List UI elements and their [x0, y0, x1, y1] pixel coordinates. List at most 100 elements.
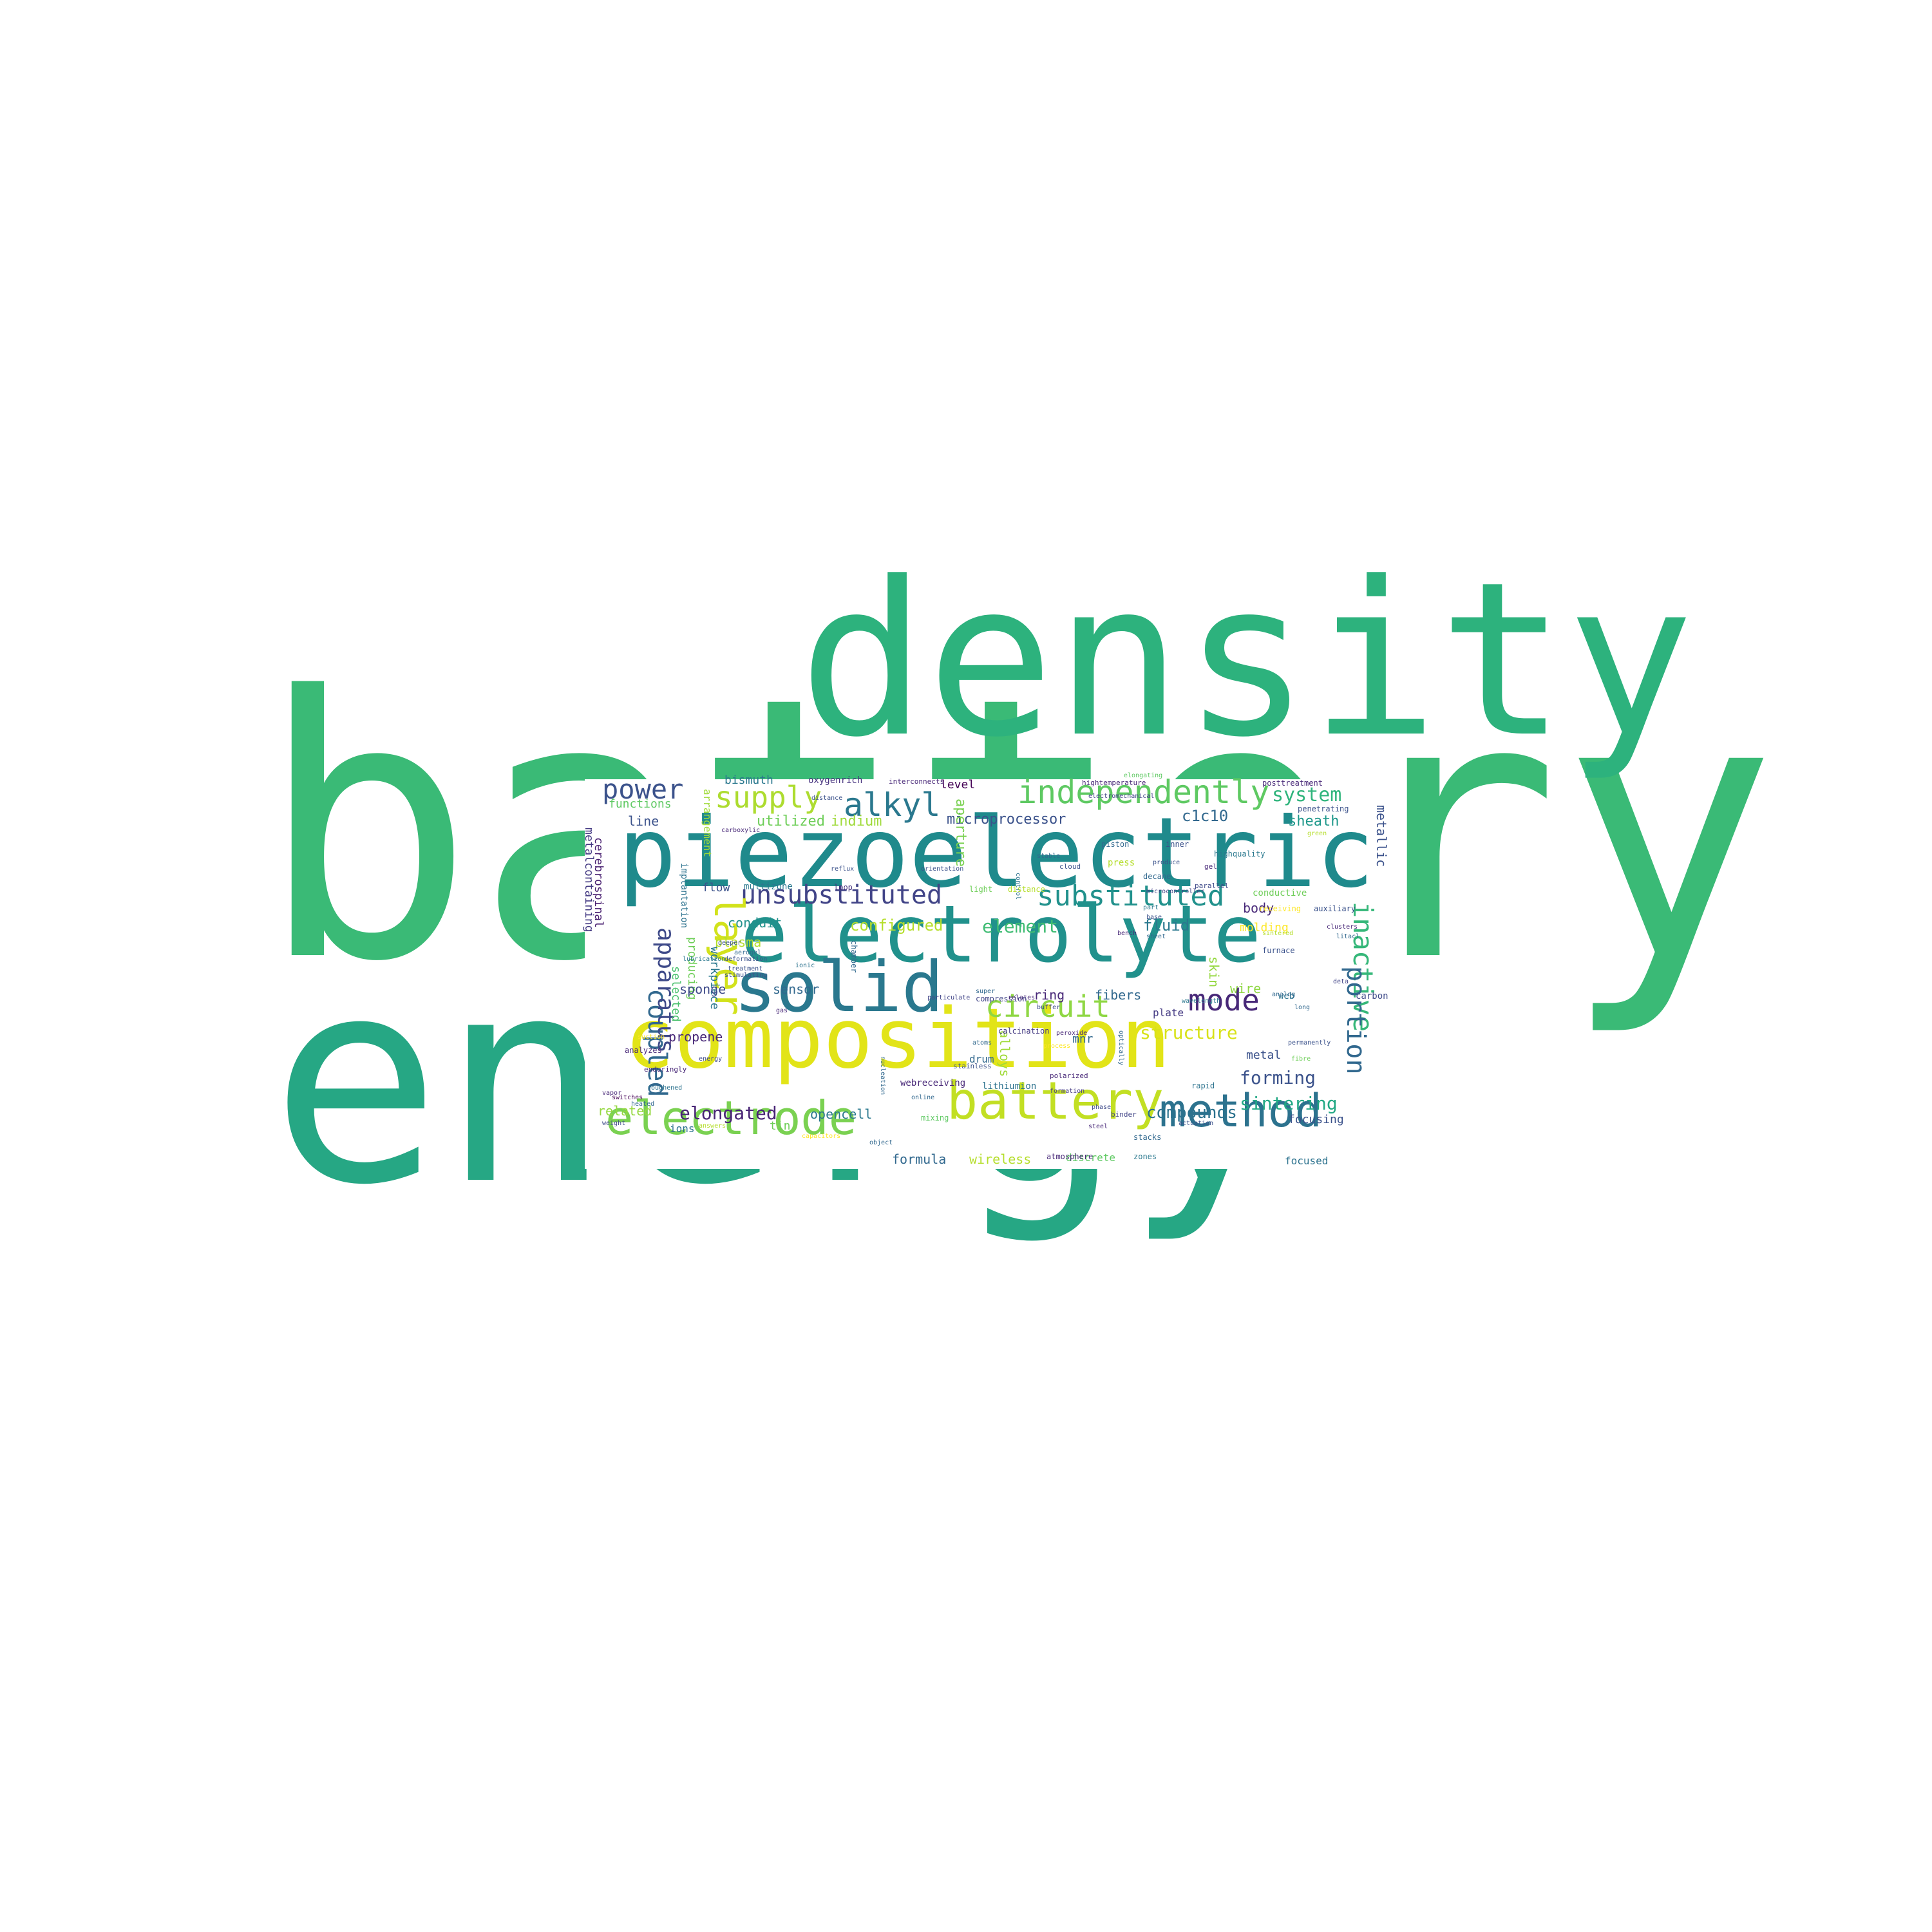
- word-flow: flow: [702, 881, 730, 895]
- word-utilized: utilized: [757, 813, 825, 829]
- word-chamber: chamber: [849, 940, 858, 973]
- word-phase: phase: [1092, 1104, 1112, 1111]
- word-battery: battery: [947, 1071, 1164, 1131]
- word-compression: compression: [976, 994, 1027, 1003]
- word-orientation: orientation: [921, 866, 964, 873]
- word-online: online: [911, 1094, 935, 1101]
- word-enduringly: enduringly: [644, 1065, 687, 1074]
- word-focused: focused: [1285, 1155, 1329, 1167]
- word-atmosphere: atmosphere: [1046, 1152, 1094, 1161]
- word-molding: molding: [1240, 921, 1289, 934]
- word-cloud-inner-panel: [585, 779, 1370, 1169]
- word-rapid: rapid: [1191, 1081, 1215, 1090]
- word-reflux: reflux: [831, 866, 855, 873]
- word-atoms: atoms: [972, 1039, 992, 1046]
- word-lubrication: lubrication: [683, 956, 726, 963]
- word-element: element: [982, 916, 1059, 937]
- word-deeper: deeper: [718, 940, 742, 947]
- word-hightemperature: hightemperature: [1082, 779, 1146, 787]
- word-sintering: sintering: [1240, 1093, 1338, 1114]
- word-answers: answers: [699, 1122, 726, 1130]
- word-weight: weight: [602, 1120, 626, 1127]
- word-furnace: furnace: [1262, 946, 1295, 955]
- word-forming: forming: [1240, 1067, 1316, 1088]
- word-sponge: sponge: [679, 981, 726, 997]
- word-arrangement: arrangement: [701, 789, 714, 857]
- word-steel: steel: [1088, 1123, 1108, 1130]
- word-aerogel: aerogel: [734, 949, 762, 956]
- word-power: power: [602, 773, 684, 805]
- word-supply: supply: [715, 780, 822, 815]
- word-analog: analog: [1272, 991, 1296, 998]
- word-calcination: calcination: [998, 1027, 1050, 1036]
- word-clusters: clusters: [1327, 923, 1358, 931]
- word-produce: produce: [1153, 859, 1180, 866]
- word-peroxide: peroxide: [1056, 1030, 1088, 1037]
- word-buffer: buffer: [1037, 1004, 1061, 1011]
- word-deta: deta: [1333, 978, 1349, 985]
- word-optically: optically: [1117, 1030, 1124, 1066]
- word-c1c10: c1c10: [1182, 807, 1229, 825]
- word-focusing: focusing: [1288, 1113, 1344, 1126]
- word-sheet: sheet: [1146, 933, 1166, 940]
- word-press: press: [1108, 858, 1135, 868]
- word-piezoelectric: piezoelectric: [618, 797, 1374, 909]
- word-ionic: ionic: [795, 962, 815, 969]
- word-inner: inner: [1166, 840, 1189, 849]
- word-bench: bench: [1117, 930, 1137, 937]
- word-solid: solid: [734, 947, 944, 1028]
- word-tin: tin: [770, 1119, 791, 1133]
- word-permanently: permanently: [1288, 1039, 1331, 1046]
- word-aperture: aperture: [952, 799, 969, 867]
- word-roughened: roughened: [647, 1084, 683, 1092]
- word-wavelength: wavelength: [1182, 998, 1221, 1005]
- word-elongating: elongating: [1124, 772, 1163, 779]
- word-circuit: circuit: [985, 989, 1110, 1024]
- word-decane: decane: [1143, 872, 1171, 881]
- word-treatment: treatment: [728, 965, 763, 972]
- word-line: line: [628, 813, 659, 829]
- word-fibre: fibre: [1291, 1056, 1311, 1063]
- word-structure: structure: [1140, 1022, 1238, 1043]
- word-zones: zones: [1133, 1152, 1157, 1161]
- word-long: long: [1294, 1004, 1311, 1011]
- word-green: green: [1307, 830, 1327, 837]
- word-ring: ring: [1034, 987, 1065, 1003]
- word-fluid: fluid: [1143, 916, 1190, 934]
- word-super: super: [976, 988, 996, 995]
- word-skin: skin: [1206, 956, 1222, 988]
- word-opencell: opencell: [810, 1106, 873, 1122]
- word-system: system: [1272, 784, 1342, 806]
- word-stimulating: stimulating: [724, 972, 768, 979]
- word-formula: formula: [892, 1151, 947, 1167]
- word-carbon: carbon: [1356, 991, 1388, 1001]
- word-compounds: compounds: [1146, 1103, 1237, 1122]
- word-litacl: litacl: [1336, 933, 1360, 940]
- word-wireless: wireless: [969, 1151, 1032, 1167]
- word-related: related: [598, 1103, 652, 1119]
- word-piston: piston: [1101, 840, 1130, 849]
- word-part: part: [1143, 904, 1159, 911]
- word-suction: suction: [638, 1034, 665, 1041]
- word-switches: switches: [612, 1094, 643, 1101]
- word-object: object: [869, 1139, 893, 1146]
- word-fibers: fibers: [1095, 987, 1142, 1003]
- word-stable: stable: [1037, 853, 1061, 860]
- word-drum: drum: [969, 1053, 994, 1065]
- word-process: process: [1043, 1043, 1071, 1050]
- word-relates: relates: [1008, 994, 1036, 1001]
- word-gas: gas: [776, 1007, 788, 1014]
- word-level: level: [940, 778, 976, 791]
- word-actuation: actuation: [1179, 1120, 1214, 1127]
- word-penetrating: penetrating: [1298, 804, 1349, 813]
- word-alkyl: alkyl: [844, 786, 941, 824]
- word-cloud: cloud: [1059, 862, 1081, 871]
- word-composition: composition: [625, 991, 1171, 1087]
- word-elongated: elongated: [679, 1103, 777, 1124]
- word-sintered: sintered: [1262, 930, 1294, 937]
- word-distance: distance: [1008, 885, 1045, 894]
- word-heated: heated: [631, 1101, 655, 1108]
- word-electrode: electrode: [605, 1091, 857, 1145]
- word-stacks: stacks: [1133, 1133, 1162, 1142]
